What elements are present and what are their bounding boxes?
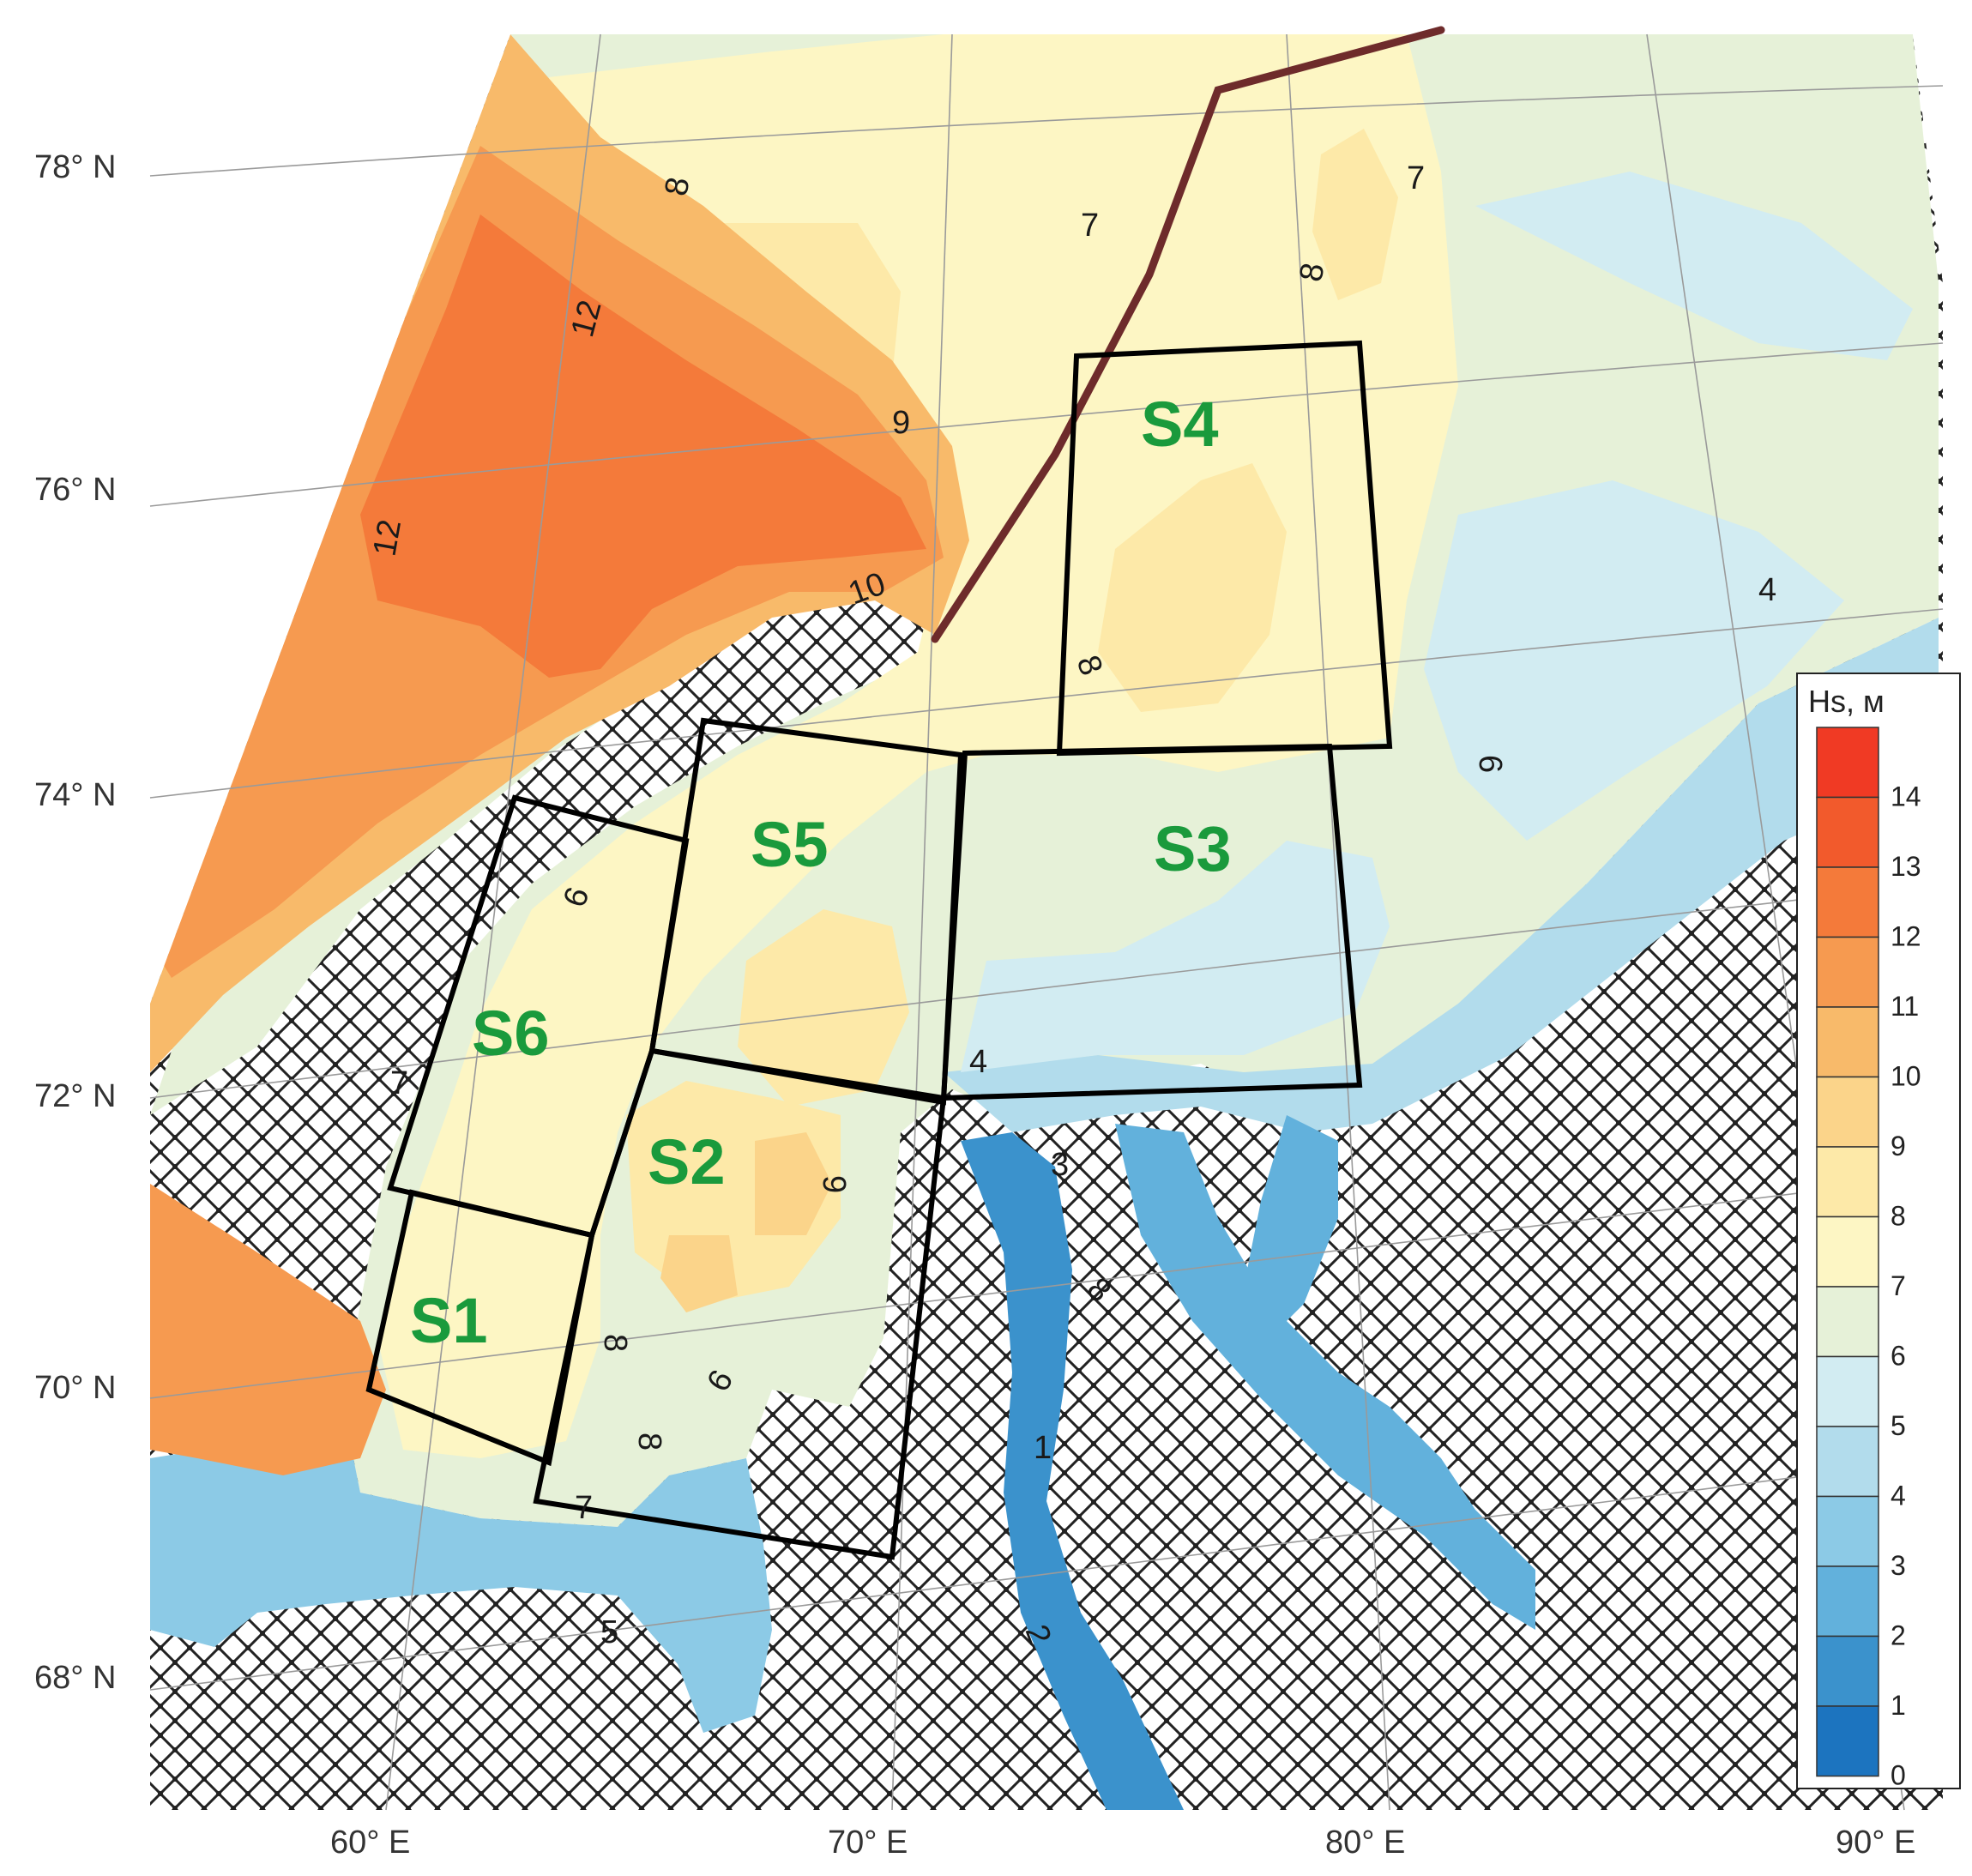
meridian-70	[891, 33, 953, 1811]
sea-field-8-9d	[738, 909, 909, 1107]
legend-tick-label: 14	[1891, 781, 1921, 812]
legend-swatch	[1816, 1495, 1879, 1567]
legend-swatch	[1816, 1635, 1879, 1707]
lat-label: 74° N	[34, 777, 116, 813]
legend-swatch	[1816, 1565, 1879, 1638]
legend-tick-label: 2	[1891, 1620, 1906, 1651]
parallel-76	[149, 342, 1944, 507]
region-labels: S4 S5 S3 S6 S2 S1	[410, 389, 1232, 1356]
sea-field-3-5-coast	[150, 1407, 772, 1733]
region-box-s1	[365, 1189, 595, 1467]
sea-field-8-9b	[1098, 463, 1287, 712]
parallel-78	[149, 85, 1944, 177]
contour-label: 8	[631, 1433, 667, 1451]
legend-swatch	[1816, 866, 1879, 938]
lon-label: 80° E	[1325, 1825, 1405, 1861]
sea-field-9-10	[755, 1132, 832, 1235]
legend-swatch	[1816, 1286, 1879, 1358]
meridian-60	[385, 33, 601, 1811]
region-label-s6: S6	[472, 998, 550, 1069]
legend-swatch	[1816, 1006, 1879, 1078]
lat-label: 76° N	[34, 472, 116, 508]
contour-label: 6	[1472, 755, 1508, 773]
sea-field-10-11b	[150, 1184, 386, 1475]
contour-label: 3	[1051, 1147, 1069, 1183]
region-label-s1: S1	[410, 1285, 488, 1356]
region-label-s5: S5	[751, 809, 829, 880]
sea-field-0-3-gulf3	[1244, 1115, 1338, 1338]
legend-swatch	[1816, 1705, 1879, 1777]
contour-label: 5	[600, 1614, 618, 1650]
contour-label: 4	[1758, 572, 1776, 608]
legend-swatch	[1816, 936, 1879, 1008]
legend-swatch	[1816, 1215, 1879, 1288]
parallel-74	[149, 608, 1944, 799]
contour-label: 7	[575, 1490, 593, 1526]
legend-swatch	[1816, 1146, 1879, 1218]
legend-tick-label: 10	[1891, 1061, 1921, 1092]
legend-tick-label: 0	[1891, 1760, 1906, 1791]
sea-field-9-10b	[660, 1235, 738, 1312]
legend-tick-label: 5	[1891, 1410, 1906, 1441]
sea-field-12-13	[360, 214, 926, 678]
contour-label: 7	[390, 1065, 408, 1101]
region-boxes	[365, 340, 1393, 1560]
longitude-labels: 60° E 70° E 80° E 90° E	[330, 1825, 1915, 1861]
lon-label: 70° E	[828, 1825, 908, 1861]
contour-label: 4	[969, 1044, 987, 1080]
region-label-s2: S2	[648, 1126, 726, 1197]
sea-field-4-6	[944, 618, 1939, 1132]
legend-swatch	[1816, 1426, 1879, 1498]
meridian-80	[1286, 33, 1390, 1811]
legend-tick-label: 8	[1891, 1201, 1906, 1232]
sea-field-5-6c	[1475, 172, 1913, 360]
contour-label: 1	[1034, 1430, 1052, 1466]
sea-field-5-6b	[1424, 480, 1844, 841]
legend-tick-label: 1	[1891, 1690, 1906, 1721]
legend-tick-label: 13	[1891, 851, 1921, 882]
legend-tick-label: 6	[1891, 1341, 1906, 1372]
legend-tick-label: 9	[1891, 1131, 1906, 1161]
lat-label: 72° N	[34, 1078, 116, 1114]
contour-label: 7	[1081, 208, 1099, 244]
legend-tick-label: 11	[1891, 991, 1919, 1022]
legend-swatch	[1816, 1076, 1879, 1148]
latitude-labels: 78° N 76° N 74° N 72° N 70° N 68° N	[34, 149, 116, 1696]
contour-label: 9	[892, 405, 910, 441]
lat-label: 78° N	[34, 149, 116, 185]
region-label-s3: S3	[1154, 813, 1232, 884]
region-box-s3	[940, 743, 1363, 1101]
sea-field-8-9c	[1312, 129, 1398, 300]
legend-tick-label: 7	[1891, 1270, 1906, 1301]
legend-tick-label: 4	[1891, 1481, 1906, 1511]
region-box-s2	[533, 1047, 947, 1560]
sea-field-5-6	[961, 841, 1390, 1072]
lon-label: 60° E	[330, 1825, 410, 1861]
legend-tick-label: 12	[1891, 921, 1921, 952]
legend-swatches	[1816, 727, 1879, 1777]
legend-swatch	[1816, 796, 1879, 868]
region-box-s4	[1056, 340, 1393, 757]
lat-label: 70° N	[34, 1370, 116, 1406]
legend-tick-label: 3	[1891, 1550, 1906, 1581]
lon-label: 90° E	[1836, 1825, 1915, 1861]
contour-label: 12	[367, 517, 409, 559]
lat-label: 68° N	[34, 1660, 116, 1696]
contour-label: 7	[1407, 160, 1425, 196]
sea-field-0-3-gulf	[961, 1132, 1184, 1810]
parallel-72	[149, 883, 1944, 1099]
region-label-s4: S4	[1141, 389, 1219, 460]
contour-label: 8	[597, 1334, 633, 1352]
legend-swatch	[1816, 727, 1879, 799]
contour-label: 9	[816, 1175, 852, 1193]
sea-field-0-3-gulf2	[1115, 1124, 1535, 1630]
legend-swatch	[1816, 1355, 1879, 1427]
legend-title: Hs, м	[1808, 684, 1885, 719]
track-line	[931, 26, 1445, 643]
